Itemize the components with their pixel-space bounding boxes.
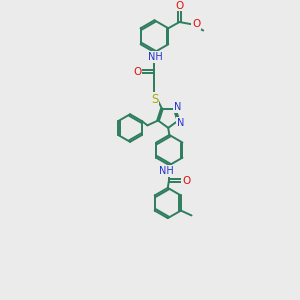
- Text: NH: NH: [159, 166, 173, 176]
- Text: O: O: [175, 1, 184, 10]
- Text: O: O: [192, 19, 200, 29]
- Text: N: N: [177, 118, 184, 128]
- Text: S: S: [151, 93, 159, 106]
- Text: N: N: [174, 102, 181, 112]
- Text: O: O: [133, 67, 142, 76]
- Text: NH: NH: [148, 52, 163, 62]
- Text: O: O: [182, 176, 190, 186]
